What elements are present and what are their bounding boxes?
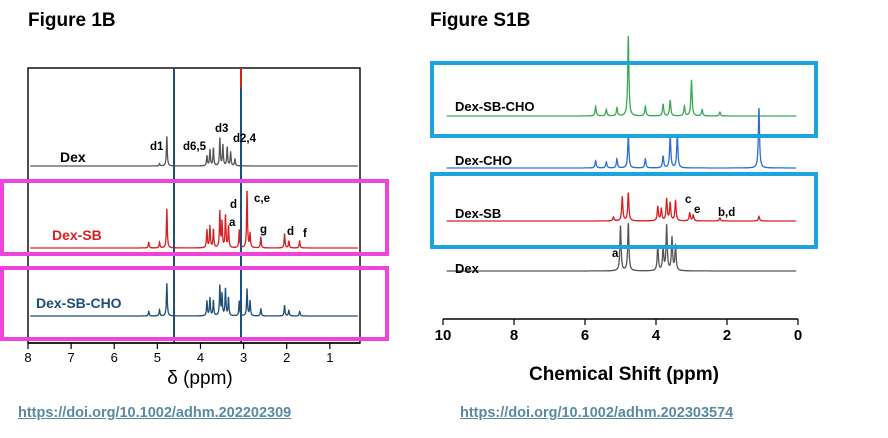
left-annotation-d3: d3 (215, 123, 228, 135)
left-axis-tick-label: 4 (197, 350, 204, 365)
left-figure-title: Figure 1B (28, 10, 116, 31)
left-axis-tick-label: 8 (24, 350, 31, 365)
right-annotation-e: e (694, 204, 700, 216)
left-annotation-g: g (260, 224, 267, 236)
left-annotation-d1: d1 (150, 141, 164, 153)
right-series-label-dex: Dex (455, 261, 480, 276)
left-chart: 8 7 6 5 4 3 2 1 δ (ppm) Dex Dex-SB Dex-SB-CHO d… (0, 67, 389, 389)
right-doi-link[interactable]: https://doi.org/10.1002/adhm.202303574 (460, 405, 734, 421)
left-axis-tick-label: 7 (67, 350, 74, 365)
left-annotation-ce: c,e (254, 193, 270, 205)
right-series-line-dex (446, 223, 797, 272)
right-series-label-dex-cho: Dex-CHO (455, 153, 512, 168)
left-axis-tick-label: 6 (111, 350, 118, 365)
right-series-line-dex-sb-cho (446, 35, 797, 117)
left-x-axis: 8 7 6 5 4 3 2 1 (24, 342, 360, 365)
left-annotation-d-red: d (230, 199, 237, 211)
left-annotation-d24: d2,4 (233, 133, 257, 145)
left-axis-tick-label: 3 (240, 350, 247, 365)
right-series-label-dex-sb: Dex-SB (455, 206, 501, 221)
cyan-highlight-box-dex-sb-cho (430, 61, 818, 138)
right-axis-tick-label: 8 (510, 327, 518, 344)
left-annotation-d65: d6,5 (183, 141, 207, 153)
left-doi-link[interactable]: https://doi.org/10.1002/adhm.202202309 (18, 405, 292, 421)
right-annotation-a: a (612, 248, 619, 260)
left-series-line-dex (30, 136, 358, 167)
left-axis-tick-label: 1 (326, 350, 333, 365)
cyan-highlight-box-dex-sb (430, 172, 818, 249)
right-spectra (446, 35, 797, 272)
right-annotation-bd: b,d (718, 207, 735, 219)
right-xlabel: Chemical Shift (ppm) (529, 364, 719, 385)
left-series-line-dex-sb-cho (30, 283, 358, 317)
right-chart: 10 8 6 4 2 0 Chemical Shift (ppm) Dex-SB-CHO … (430, 35, 818, 385)
right-series-line-dex-sb (446, 192, 797, 222)
right-axis-tick-label: 0 (794, 327, 802, 344)
left-series-label-dex: Dex (60, 149, 86, 165)
right-x-axis: 10 8 6 4 2 0 (435, 318, 802, 344)
right-axis-tick-label: 6 (581, 327, 589, 344)
right-series-label-dex-sb-cho: Dex-SB-CHO (455, 99, 534, 114)
left-spectra (30, 136, 358, 317)
right-annotation-c: c (685, 194, 692, 206)
left-series-line-dex-sb (30, 190, 358, 249)
left-annotation-d2: d (287, 226, 294, 238)
left-annotation-a: a (229, 217, 236, 229)
magenta-highlight-box-dex-sb-cho (0, 266, 389, 341)
magenta-highlight-box-dex-sb (0, 179, 389, 256)
left-annotation-f: f (303, 228, 307, 240)
left-axis-tick-label: 2 (283, 350, 290, 365)
right-axis-tick-label: 2 (723, 327, 731, 344)
left-series-label-dex-sb-cho: Dex-SB-CHO (36, 295, 122, 311)
left-axis-tick-label: 5 (154, 350, 161, 365)
right-axis-tick-label: 10 (435, 327, 452, 344)
left-xlabel: δ (ppm) (167, 368, 232, 389)
right-series-line-dex-cho (446, 107, 797, 169)
left-series-label-dex-sb: Dex-SB (52, 227, 102, 243)
right-axis-tick-label: 4 (652, 327, 661, 344)
right-figure-title: Figure S1B (430, 10, 531, 31)
